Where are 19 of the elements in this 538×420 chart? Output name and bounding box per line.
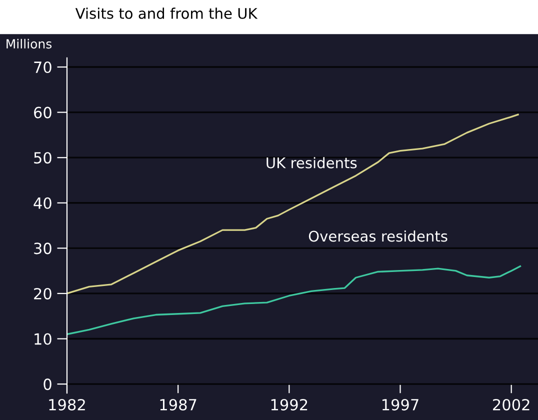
line-series — [66, 114, 519, 294]
x-tick-label: 1987 — [160, 398, 196, 410]
y-tick-label: 10 — [34, 333, 52, 345]
x-tick-label: 2002 — [493, 398, 530, 410]
x-tick-label: 1992 — [271, 398, 308, 410]
y-tick-label: 40 — [34, 197, 52, 209]
y-tick-label: 0 — [44, 378, 52, 390]
series-label: Overseas residents — [308, 230, 448, 242]
line-series — [66, 265, 522, 336]
x-tick-label: 1982 — [49, 398, 85, 410]
y-tick-label: 70 — [34, 61, 52, 74]
series-label: UK residents — [266, 157, 357, 168]
y-tick-label: 50 — [34, 152, 52, 164]
chart-title: Visits to and from the UK — [75, 8, 258, 19]
y-tick-label: 30 — [34, 242, 52, 254]
y-tick-label: 60 — [34, 106, 52, 118]
x-tick-label: 1997 — [382, 398, 418, 410]
y-axis-title: Millions — [6, 38, 52, 49]
y-tick-label: 20 — [34, 288, 52, 300]
